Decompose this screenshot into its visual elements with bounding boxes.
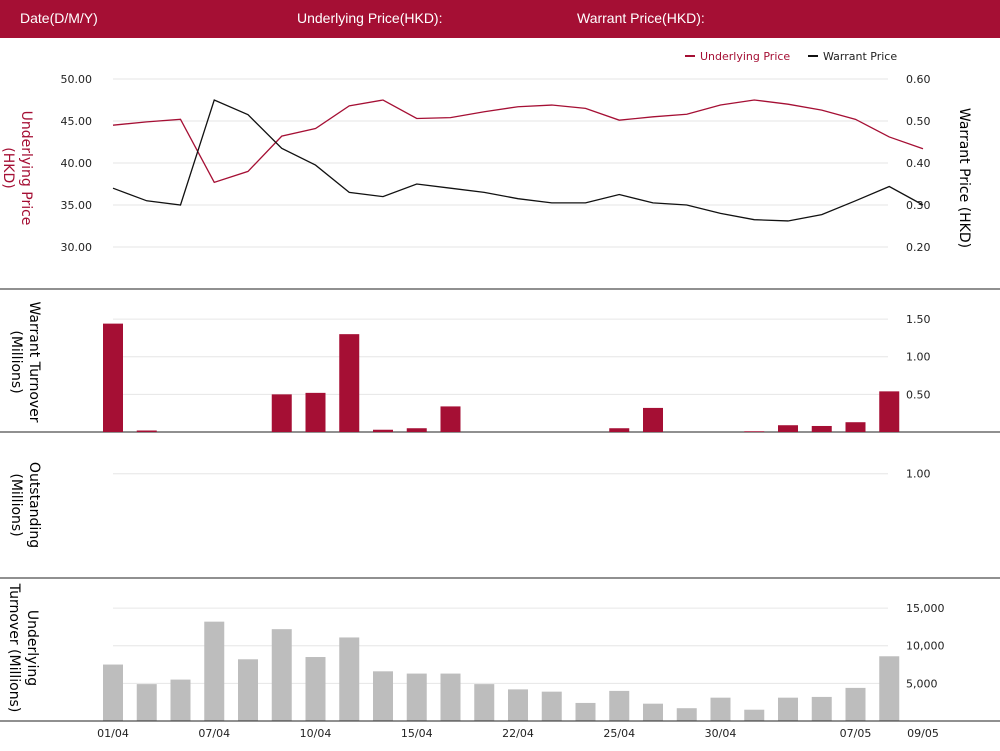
y-tick-left-label: 30.00 [61, 241, 93, 254]
bar [845, 422, 866, 432]
y-tick-right-label: 0.60 [906, 73, 931, 86]
x-tick-label: 07/05 [840, 727, 872, 740]
x-tick-label: 22/04 [502, 727, 534, 740]
bar [339, 637, 360, 721]
bar [339, 334, 360, 432]
x-tick-label: 25/04 [603, 727, 635, 740]
bar [845, 687, 866, 721]
y-tick-right-label: 0.50 [906, 115, 931, 128]
bar [373, 429, 393, 432]
bar [474, 684, 495, 721]
y-axis-label: Outstanding(Millions) [8, 462, 42, 548]
x-tick-label: 15/04 [401, 727, 433, 740]
x-tick-label: 01/04 [97, 727, 129, 740]
bar [305, 392, 326, 432]
legend-underlying-label: Underlying Price [700, 50, 790, 63]
x-tick-label: 07/04 [198, 727, 230, 740]
bar [744, 709, 765, 721]
bar [778, 697, 798, 721]
bar [103, 664, 123, 721]
bar [103, 323, 123, 432]
bar [643, 703, 663, 721]
x-tick-label: 10/04 [300, 727, 332, 740]
bar [271, 394, 292, 432]
header-bar: Date(D/M/Y) Underlying Price(HKD): Warra… [0, 0, 1000, 38]
y-tick-label: 1.00 [906, 351, 931, 364]
bar [136, 684, 157, 721]
bar [271, 629, 292, 721]
underlying-price-line [112, 99, 924, 184]
x-tick-label: 09/05 [907, 727, 939, 740]
bar [609, 428, 630, 432]
bar [508, 689, 528, 721]
bar [744, 431, 765, 432]
y-axis-label: UnderlyingTurnover (Millions) [6, 583, 40, 713]
bar [643, 407, 663, 432]
bar [440, 673, 461, 721]
y-tick-left-label: 35.00 [61, 199, 93, 212]
bar [676, 708, 697, 721]
y-axis-left-label: Underlying Price(HKD) [0, 111, 34, 226]
bar [541, 691, 562, 721]
y-tick-label: 10,000 [906, 640, 945, 653]
bar [170, 679, 191, 721]
bar [440, 406, 461, 432]
y-tick-label: 0.50 [906, 388, 931, 401]
y-tick-right-label: 0.40 [906, 157, 931, 170]
y-tick-right-label: 0.20 [906, 241, 931, 254]
bar [879, 391, 900, 432]
y-tick-right-label: 0.30 [906, 199, 931, 212]
y-axis-label: Warrant Turnover(Millions) [8, 301, 42, 422]
y-tick-label: 5,000 [906, 677, 938, 690]
bar [879, 656, 900, 721]
bar [373, 671, 393, 721]
bar [305, 657, 326, 721]
bar [609, 690, 630, 721]
y-tick-label: 1.00 [906, 468, 931, 481]
bar [204, 621, 225, 721]
bar [238, 659, 258, 721]
warrant-price-label: Warrant Price(HKD): [577, 10, 705, 26]
y-tick-label: 15,000 [906, 602, 945, 615]
y-tick-left-label: 40.00 [61, 157, 93, 170]
y-tick-left-label: 45.00 [61, 115, 93, 128]
y-tick-label: 1.50 [906, 313, 931, 326]
bar [811, 696, 832, 721]
bar [575, 702, 596, 721]
bar [778, 425, 798, 432]
y-axis-right-label: Warrant Price (HKD) [956, 108, 972, 248]
bar [710, 697, 731, 721]
bar [406, 673, 427, 721]
x-tick-label: 30/04 [705, 727, 737, 740]
legend-warrant-label: Warrant Price [823, 50, 897, 63]
bar [811, 425, 832, 432]
bar [136, 430, 157, 432]
date-label: Date(D/M/Y) [20, 10, 98, 26]
underlying-price-label: Underlying Price(HKD): [297, 10, 443, 26]
bar [406, 428, 427, 432]
warrant-price-line [112, 99, 924, 222]
warrant-chart: 50.00 45.00 40.00 35.00 30.00 0.60 0.50 0.40 0.3… [0, 50, 1000, 740]
y-tick-left-label: 50.00 [61, 73, 93, 86]
